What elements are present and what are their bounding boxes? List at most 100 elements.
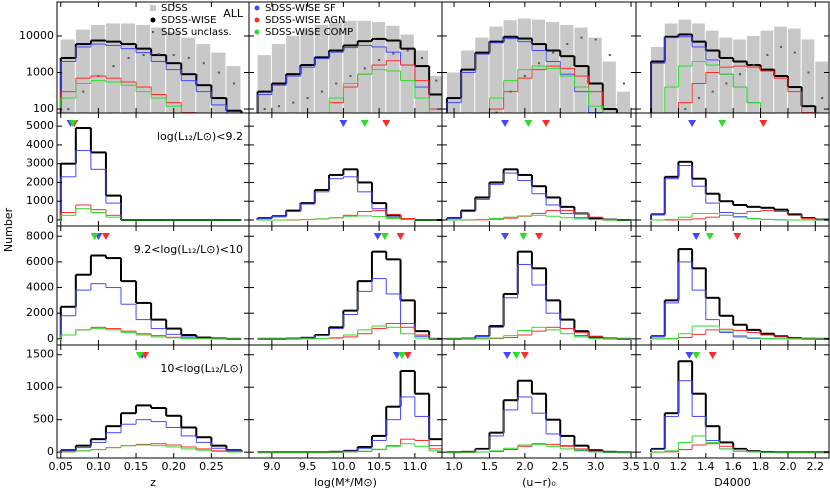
bar	[105, 23, 120, 113]
panel	[446, 379, 632, 454]
median-marker	[685, 352, 694, 359]
dot	[202, 62, 205, 65]
x-tick-label: 1.0	[445, 460, 463, 473]
bar	[815, 61, 828, 113]
dot	[793, 51, 796, 54]
y-axis-label: Number	[2, 207, 15, 252]
bar	[517, 18, 531, 113]
dot	[566, 43, 569, 46]
median-marker	[68, 120, 77, 127]
panel-label: 10<log(L₁₂/L⊙)	[160, 362, 243, 375]
median-marker	[688, 120, 697, 127]
bar	[257, 55, 271, 113]
bar	[531, 19, 546, 113]
panel	[257, 369, 442, 454]
y-tick-label: 1000	[26, 66, 54, 79]
median-marker	[373, 233, 382, 240]
x-tick-label: 3.0	[587, 460, 605, 473]
panel-label: log(L₁₂/L⊙)<9.2	[157, 130, 243, 143]
median-marker	[501, 233, 510, 240]
bar	[787, 28, 801, 113]
median-marker	[397, 352, 406, 359]
bar	[300, 29, 314, 113]
x-tick-label: 0.25	[199, 460, 224, 473]
x-tick-label: 1.5	[481, 460, 499, 473]
y-tick-label: 100	[33, 102, 54, 115]
x-tick-label: 11.0	[403, 460, 428, 473]
x-tick-label: 0.15	[124, 460, 149, 473]
dot	[292, 101, 295, 104]
bar	[801, 39, 815, 113]
x-tick-label: 9.0	[263, 460, 281, 473]
bar	[475, 37, 489, 113]
panel	[650, 19, 828, 134]
panel	[650, 248, 829, 340]
bar	[588, 37, 602, 113]
bar	[664, 23, 678, 113]
dot	[420, 56, 423, 59]
bar	[371, 22, 386, 113]
x-tick-label: 2.2	[807, 460, 825, 473]
bar	[329, 22, 343, 113]
median-marker	[733, 233, 742, 240]
y-tick-label: 2000	[26, 306, 54, 319]
dot	[406, 49, 409, 52]
bar	[616, 91, 631, 113]
dot	[363, 67, 366, 70]
dot	[821, 97, 824, 100]
dot	[684, 108, 687, 111]
dot	[467, 132, 469, 134]
median-marker	[501, 120, 510, 127]
dot	[112, 65, 115, 68]
dot	[697, 97, 700, 100]
dot	[217, 71, 220, 74]
x-tick-label: 1.2	[670, 460, 688, 473]
x-tick-label: 10.0	[331, 460, 356, 473]
y-tick-label: 0	[47, 213, 54, 226]
panel-frame	[441, 344, 637, 459]
panel	[59, 127, 242, 221]
panel	[446, 250, 632, 340]
dot	[538, 62, 540, 65]
dot	[725, 82, 728, 85]
median-marker	[524, 120, 533, 127]
panel	[650, 360, 829, 454]
bar	[746, 35, 760, 113]
dot	[807, 71, 810, 74]
dot	[711, 90, 714, 93]
dot	[335, 82, 338, 85]
bar	[400, 34, 414, 113]
y-tick-label: 1500	[26, 348, 54, 361]
dot	[481, 132, 483, 134]
y-tick-label: 8000	[26, 229, 54, 242]
bar	[733, 39, 746, 113]
panel-label: 9.2<log(L₁₂/L⊙)<10	[134, 243, 243, 256]
x-tick-label: 1.4	[697, 460, 715, 473]
median-marker	[535, 233, 543, 240]
y-tick-label: 1000	[26, 194, 54, 207]
dot	[657, 132, 659, 134]
panel	[256, 168, 442, 221]
median-marker	[396, 233, 405, 240]
bar	[560, 24, 574, 113]
panel	[650, 160, 829, 221]
bar	[211, 52, 226, 113]
median-marker	[512, 352, 521, 359]
legend-label: SDSS	[161, 3, 188, 14]
legend-marker	[254, 17, 260, 23]
bar	[760, 30, 774, 113]
y-tick-label: 10000	[19, 29, 54, 42]
panel	[256, 20, 442, 113]
median-marker	[759, 120, 768, 127]
dot	[232, 82, 235, 85]
dot	[671, 119, 673, 121]
legend-label: SDSS-WISE SF	[265, 3, 336, 14]
median-marker	[519, 233, 528, 240]
median-marker	[692, 233, 701, 240]
dot	[594, 38, 597, 41]
dot	[622, 82, 625, 85]
dot	[435, 79, 438, 82]
dot	[320, 90, 323, 93]
